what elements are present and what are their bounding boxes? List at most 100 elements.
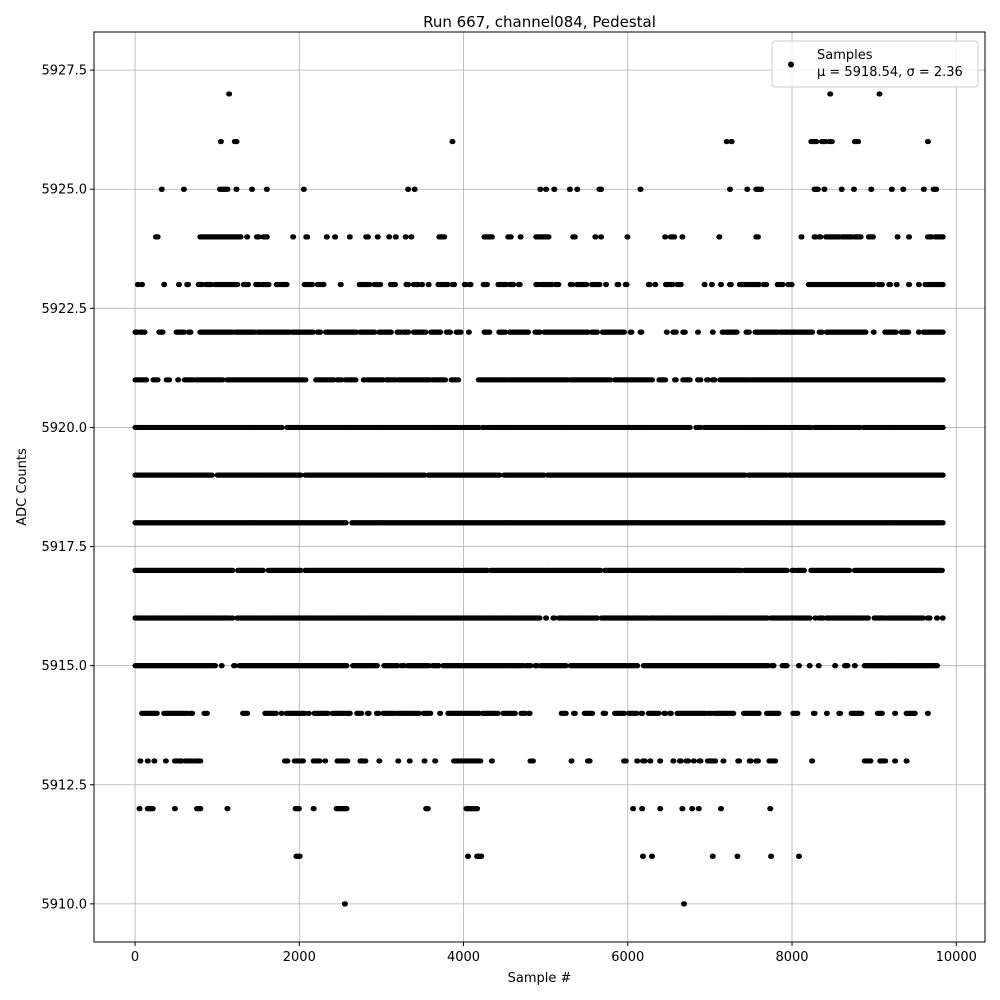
sample-point	[436, 663, 442, 669]
sample-point	[317, 758, 323, 764]
sample-point	[198, 758, 204, 764]
sample-point	[347, 710, 353, 716]
sample-point	[152, 758, 158, 764]
sample-point	[912, 710, 918, 716]
sample-point	[563, 663, 569, 669]
sample-point	[232, 663, 238, 669]
sample-point	[784, 567, 790, 573]
sample-point	[690, 806, 696, 812]
sample-point	[572, 710, 578, 716]
sample-point	[396, 758, 402, 764]
sample-point	[824, 710, 830, 716]
sample-point	[640, 853, 646, 859]
sample-point	[718, 806, 725, 812]
sample-point	[892, 710, 899, 716]
sample-point	[297, 853, 303, 859]
sample-point	[478, 758, 484, 764]
sample-point	[322, 758, 329, 764]
sample-point	[569, 758, 575, 764]
sample-point	[376, 710, 382, 716]
sample-point	[512, 710, 518, 716]
sample-point	[260, 567, 266, 573]
sample-point	[344, 663, 350, 669]
sample-point	[771, 663, 777, 669]
sample-point	[543, 615, 550, 621]
sample-point	[656, 710, 662, 716]
sample-point	[865, 615, 871, 621]
sample-point	[807, 615, 813, 621]
sample-point	[189, 710, 196, 716]
sample-point	[710, 853, 716, 859]
sample-point	[225, 806, 231, 812]
sample-point	[680, 806, 686, 812]
sample-point	[648, 758, 654, 764]
sample-point	[639, 806, 646, 812]
sample-point	[658, 758, 664, 764]
sample-point	[437, 710, 444, 716]
sample-point	[809, 758, 816, 764]
sample-point	[198, 806, 204, 812]
sample-point	[668, 710, 674, 716]
sample-point	[311, 806, 317, 812]
sample-point	[342, 901, 348, 907]
sample-point	[479, 853, 485, 859]
sample-point	[279, 710, 285, 716]
sample-point	[768, 806, 774, 812]
sample-point	[796, 853, 803, 859]
sample-point	[163, 758, 169, 764]
sample-point	[713, 758, 719, 764]
sample-point	[812, 710, 818, 716]
sample-point	[756, 710, 762, 716]
sample-point	[204, 710, 210, 716]
sample-point	[154, 710, 160, 716]
sample-point	[816, 663, 822, 669]
sample-point	[940, 520, 946, 526]
sample-point	[363, 758, 369, 764]
sample-point	[736, 758, 743, 764]
sample-point	[868, 758, 874, 764]
sample-point	[489, 758, 495, 764]
sample-point	[527, 710, 533, 716]
sample-point	[934, 615, 940, 621]
sample-point	[940, 472, 946, 478]
sample-point	[422, 758, 428, 764]
sample-point	[796, 663, 803, 669]
chart-title: Run 667, channel084, Pedestal	[423, 13, 656, 31]
sample-point	[621, 710, 628, 716]
sample-point	[904, 758, 910, 764]
sample-point	[172, 806, 178, 812]
sample-point	[845, 663, 851, 669]
sample-point	[837, 710, 844, 716]
sample-point	[883, 758, 889, 764]
sample-point	[892, 758, 899, 764]
sample-point	[345, 758, 351, 764]
sample-point	[285, 758, 291, 764]
sample-point	[649, 853, 656, 859]
sample-point	[465, 853, 472, 859]
sample-point	[691, 758, 697, 764]
sample-point	[433, 758, 439, 764]
sample-point	[807, 663, 813, 669]
sample-point	[634, 710, 640, 716]
sample-point	[696, 806, 702, 812]
sample-point	[209, 472, 215, 478]
sample-point	[359, 710, 365, 716]
sample-point	[137, 806, 143, 812]
sample-point	[407, 758, 413, 764]
sample-point	[587, 758, 593, 764]
sample-point	[642, 758, 648, 764]
sample-point	[374, 663, 380, 669]
sample-point	[768, 853, 775, 859]
sample-point	[685, 758, 692, 764]
sample-point	[731, 710, 737, 716]
sample-point	[145, 758, 151, 764]
sample-point	[630, 806, 637, 812]
sample-point	[230, 567, 236, 573]
sample-point	[138, 758, 144, 764]
sample-point	[940, 615, 946, 621]
sample-point	[784, 663, 790, 669]
sample-point	[635, 663, 641, 669]
sample-point	[306, 710, 312, 716]
sample-point	[671, 758, 677, 764]
sample-point	[495, 710, 501, 716]
